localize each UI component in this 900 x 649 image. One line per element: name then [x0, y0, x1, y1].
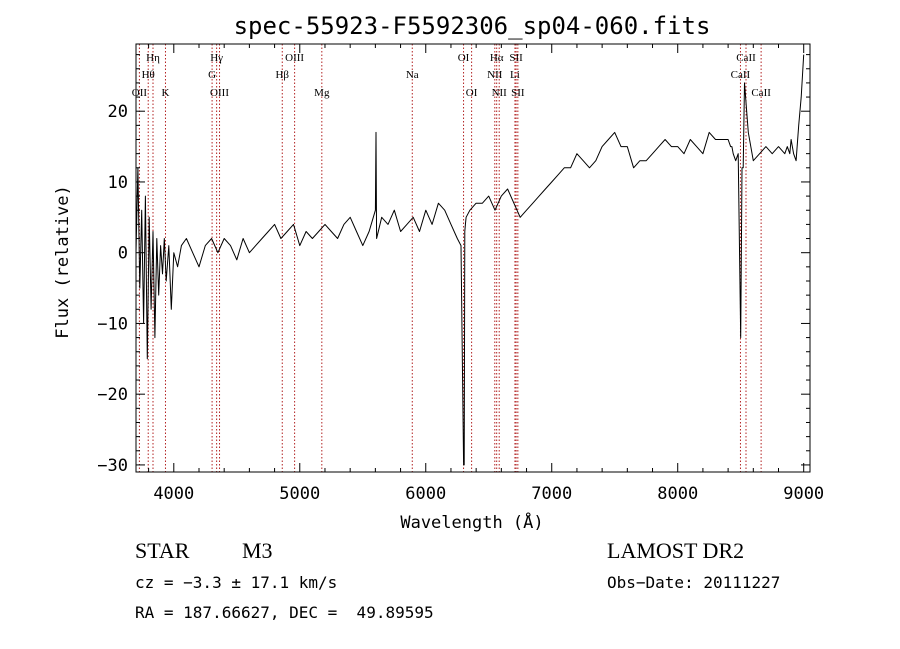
spectral-line-label: OI [466, 87, 478, 99]
chart-title: spec-55923-F5592306_sp04-060.fits [234, 12, 711, 40]
spectral-line-label: Hα [490, 52, 504, 64]
x-tick-label: 6000 [405, 484, 446, 504]
spectral-line-label: OI [458, 52, 470, 64]
object-subclass: M3 [242, 538, 273, 563]
spectral-line-label: NII [487, 69, 503, 81]
x-tick-label: 8000 [657, 484, 698, 504]
spectral-line-label: OIII [285, 52, 304, 64]
spectral-line-label: Mg [314, 87, 330, 99]
spectral-line-label: CaII [751, 87, 771, 99]
plot-frame [135, 43, 811, 473]
x-axis-ticks: 4000 5000 6000 7000 8000 9000 [148, 44, 824, 504]
spectral-line-label: SII [509, 52, 523, 64]
spectral-line-label: G [208, 69, 216, 81]
spectral-line-label: Li [510, 69, 520, 81]
observation-date: Obs−Date: 20111227 [607, 573, 781, 592]
y-tick-label: −20 [97, 385, 128, 405]
spectral-line-label: SII [511, 87, 525, 99]
ra-dec: RA = 187.66627, DEC = 49.89595 [135, 603, 434, 622]
object-class: STAR [135, 538, 190, 563]
x-axis-label: Wavelength (Å) [400, 511, 543, 533]
spectral-line-label: Hη [146, 52, 160, 64]
x-tick-label: 5000 [279, 484, 320, 504]
survey-name: LAMOST DR2 [607, 538, 745, 563]
y-axis-label: Flux (relative) [53, 185, 73, 339]
x-tick-label: 4000 [153, 484, 194, 504]
spectral-line-label: Na [406, 69, 419, 81]
spectral-line-markers [138, 44, 762, 472]
spectral-line-label: CaII [731, 69, 751, 81]
spectral-line-label: K [162, 87, 170, 99]
spectral-line-label: CaII [736, 52, 756, 64]
spectral-line-label: Hθ [142, 69, 155, 81]
x-tick-label: 9000 [783, 484, 824, 504]
redshift-velocity: cz = −3.3 ± 17.1 km/s [135, 573, 338, 592]
y-tick-label: 0 [118, 244, 128, 264]
spectral-line-label: Hβ [275, 69, 289, 81]
spectral-line-label: Hγ [210, 52, 223, 64]
y-tick-label: −10 [97, 314, 128, 334]
y-tick-label: 10 [108, 173, 128, 193]
spectral-line-label: NII [492, 87, 508, 99]
y-tick-label: 20 [108, 102, 128, 122]
x-tick-label: 7000 [531, 484, 572, 504]
spectral-line-label: OIII [210, 87, 229, 99]
y-tick-label: −30 [97, 456, 128, 476]
y-axis-ticks: −30 −20 −10 0 10 20 [97, 54, 810, 476]
spectrum-line [135, 54, 805, 466]
